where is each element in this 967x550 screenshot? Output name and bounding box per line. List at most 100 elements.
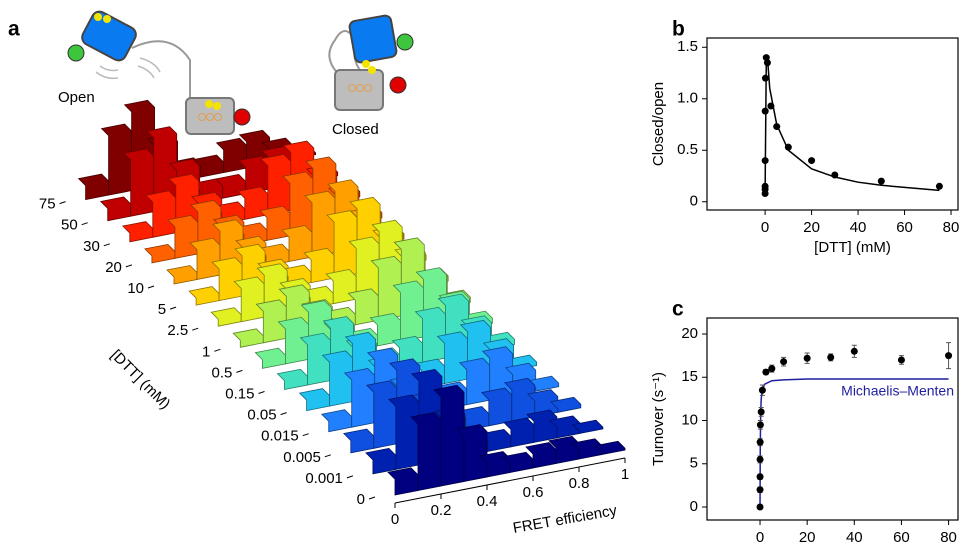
histogram-bar — [298, 388, 331, 412]
data-point — [831, 171, 839, 179]
panel-label: c — [672, 298, 684, 321]
depth-tick — [302, 433, 309, 437]
y-tick-label: 1.0 — [677, 90, 698, 107]
depth-tick — [324, 454, 331, 458]
depth-tick-label: 0.5 — [212, 364, 233, 381]
histogram-bar — [210, 307, 242, 327]
data-point — [757, 408, 765, 416]
data-point — [935, 182, 943, 190]
y-tick-label: 1.5 — [677, 38, 698, 55]
x-tick-label: 60 — [896, 219, 913, 236]
data-point — [758, 386, 766, 394]
data-point — [945, 352, 953, 360]
depth-tick-label: 0.015 — [261, 428, 299, 445]
y-tick-label: 5 — [690, 455, 698, 472]
histogram-bar — [365, 447, 397, 475]
data-point — [763, 59, 771, 67]
x-axis — [394, 457, 626, 504]
y-axis-label: Turnover (s⁻¹) — [650, 372, 667, 466]
depth-tick-label: 5 — [158, 301, 166, 318]
depth-tick — [346, 475, 354, 479]
depth-tick-label: 30 — [83, 238, 100, 255]
y-tick-label: 20 — [681, 325, 698, 342]
histogram-bar — [188, 286, 220, 306]
data-point — [808, 157, 816, 165]
histogram-bar — [594, 440, 626, 455]
depth-tick-label: 75 — [39, 196, 56, 213]
fit-label: Michaelis–Menten — [841, 383, 954, 399]
depth-tick — [147, 285, 155, 289]
x-axis-label: [DTT] (mM) — [814, 239, 891, 256]
fit-line — [764, 57, 940, 192]
depth-tick — [236, 369, 243, 373]
data-point — [773, 123, 781, 131]
histogram-bar — [166, 265, 198, 285]
depth-tick — [368, 496, 376, 500]
x-axis-label: [DTT] (mM) — [814, 549, 891, 550]
x-tick-label: 20 — [799, 529, 816, 546]
x-tick-label: 1 — [621, 466, 629, 483]
histogram-bar — [387, 467, 419, 496]
data-point — [897, 356, 905, 364]
y-axis-label: [DTT] (mM) — [107, 347, 173, 413]
data-point — [756, 438, 764, 446]
data-point — [761, 182, 769, 190]
x-tick-label: 0 — [761, 219, 769, 236]
annotation: Closed — [332, 121, 379, 138]
depth-tick-label: 0.05 — [247, 407, 276, 424]
x-tick-label: 0.6 — [523, 484, 544, 501]
histogram-bar — [99, 196, 132, 222]
data-point — [767, 102, 775, 110]
histogram-bar — [549, 396, 582, 413]
histogram-bar — [254, 347, 286, 369]
x-tick-label: 80 — [943, 219, 960, 236]
data-point — [761, 157, 769, 165]
data-point — [756, 421, 764, 429]
data-point — [803, 354, 811, 362]
histogram-bar — [527, 375, 560, 392]
x-tick-label: 80 — [940, 529, 957, 546]
x-tick-label: 20 — [803, 219, 820, 236]
data-point — [761, 107, 769, 115]
data-point — [827, 353, 835, 361]
depth-tick-label: 1 — [202, 343, 210, 360]
depth-tick — [280, 412, 287, 416]
depth-tick — [103, 243, 110, 247]
depth-tick-label: 0.001 — [305, 470, 343, 487]
depth-tick — [169, 306, 177, 310]
annotation: Open — [58, 89, 95, 106]
histogram-bar — [342, 428, 375, 454]
plot-frame — [706, 37, 959, 211]
data-point — [756, 473, 764, 481]
depth-tick — [59, 201, 66, 205]
depth-tick-label: 10 — [127, 280, 144, 297]
x-tick-label: 0 — [391, 511, 399, 528]
depth-tick-label: 0.005 — [283, 449, 321, 466]
depth-tick — [214, 348, 221, 352]
histogram-bar — [232, 328, 264, 348]
depth-tick — [192, 327, 199, 331]
data-point — [762, 368, 770, 376]
x-tick-label: 0.8 — [569, 475, 590, 492]
depth-tick-label: 50 — [61, 217, 78, 234]
plot-frame — [706, 317, 959, 521]
histogram-bar — [121, 221, 154, 243]
depth-tick-label: 0 — [357, 491, 365, 508]
histogram-bar — [320, 409, 353, 433]
depth-tick-label: 20 — [105, 259, 122, 276]
histogram-bar — [144, 243, 176, 264]
data-point — [768, 365, 776, 373]
data-point — [850, 347, 858, 355]
depth-tick — [125, 264, 133, 268]
y-tick-label: 10 — [681, 411, 698, 428]
depth-tick — [258, 391, 265, 394]
data-point — [756, 503, 764, 511]
x-tick-label: 40 — [850, 219, 867, 236]
histogram-bar — [77, 173, 109, 201]
data-point — [784, 143, 792, 151]
data-point — [761, 74, 769, 82]
y-tick-label: 0 — [690, 498, 698, 515]
open-schematic — [67, 10, 251, 135]
data-point — [780, 358, 788, 366]
histogram-bar — [572, 419, 604, 434]
